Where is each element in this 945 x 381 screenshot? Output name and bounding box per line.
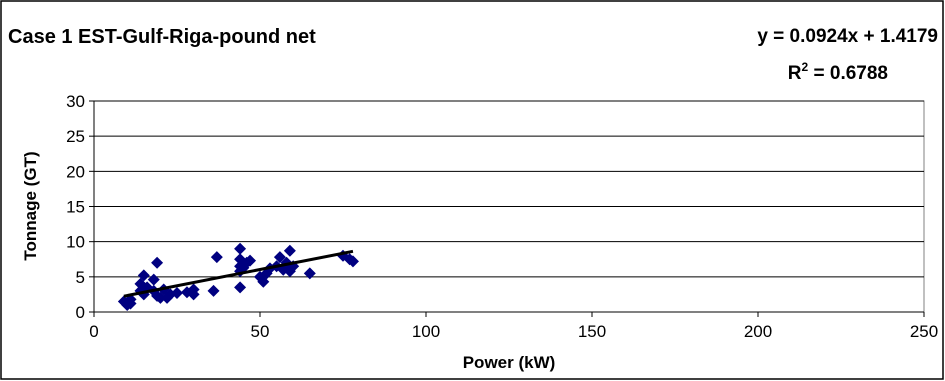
data-points — [117, 242, 359, 311]
y-tick-label: 30 — [66, 92, 85, 111]
x-tick-label: 250 — [910, 322, 938, 341]
trendline-group — [123, 249, 354, 298]
x-axis-label: Power (kW) — [463, 353, 556, 372]
x-tick-label: 0 — [89, 322, 98, 341]
data-point — [147, 273, 160, 286]
y-tick-label: 25 — [66, 127, 85, 146]
data-point — [346, 255, 359, 268]
data-point — [137, 269, 150, 282]
r-squared-value: = 0.6788 — [808, 63, 888, 84]
y-axis-label: Tonnage (GT) — [21, 151, 40, 260]
data-point — [303, 267, 316, 280]
y-tick-label: 15 — [66, 198, 85, 217]
data-point — [207, 284, 220, 297]
y-tick-label: 5 — [76, 268, 85, 287]
data-point — [151, 256, 164, 269]
y-tick-label: 0 — [76, 303, 85, 322]
x-tick-label: 50 — [251, 322, 270, 341]
data-point — [171, 287, 183, 300]
x-tick-label: 150 — [578, 322, 606, 341]
x-tick-label: 200 — [744, 322, 772, 341]
y-tick-labels: 0 5 10 15 20 25 30 — [66, 92, 85, 322]
data-point — [124, 293, 137, 306]
data-point — [283, 244, 296, 257]
x-tick-labels: 0 50 100 150 200 250 — [89, 322, 938, 341]
r-squared: R2 = 0.6788 — [788, 60, 888, 84]
y-tick-label: 10 — [66, 233, 85, 252]
data-point — [234, 281, 247, 294]
data-point — [234, 242, 247, 255]
r-squared-prefix: R — [788, 63, 802, 84]
trendline-equation: y = 0.0924x + 1.4179 — [757, 26, 938, 47]
axes — [89, 100, 925, 317]
data-point — [244, 254, 257, 267]
trendline — [123, 249, 354, 298]
x-tick-label: 100 — [412, 322, 440, 341]
data-point — [187, 288, 200, 301]
r-squared-sup: 2 — [802, 60, 809, 74]
data-point — [210, 251, 223, 264]
chart-title: Case 1 EST-Gulf-Riga-pound net — [8, 26, 316, 48]
y-tick-label: 20 — [66, 162, 85, 181]
gridlines — [94, 100, 924, 278]
data-point — [273, 251, 286, 264]
